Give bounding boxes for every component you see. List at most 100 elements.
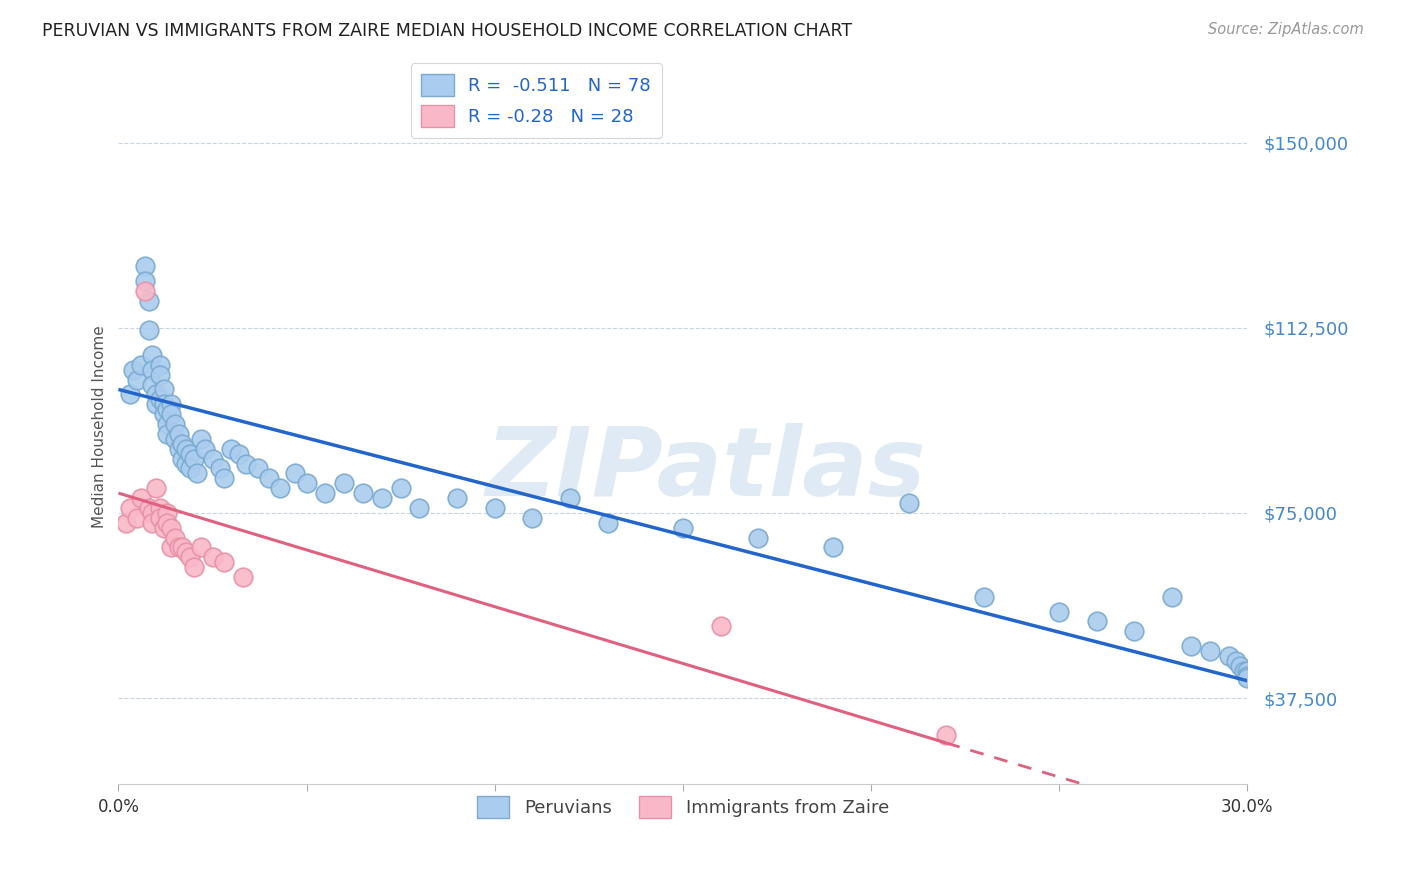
Point (156, 426, 179, 441)
Point (118, 387, 141, 401)
Point (152, 407, 174, 421)
Point (1236, 664, 1258, 678)
Point (201, 451, 224, 466)
Point (183, 451, 205, 466)
Point (127, 511, 149, 525)
Point (1229, 659, 1251, 673)
Point (1218, 648, 1240, 663)
Point (172, 541, 194, 555)
Legend: Peruvians, Immigrants from Zaire: Peruvians, Immigrants from Zaire (470, 789, 896, 825)
Point (212, 555, 235, 569)
Point (152, 397, 174, 411)
Point (190, 432, 212, 446)
Point (897, 496, 920, 510)
Point (129, 358, 152, 372)
Point (408, 500, 430, 515)
Point (152, 521, 174, 535)
Point (1236, 669, 1258, 683)
Point (163, 417, 186, 431)
Point (232, 570, 254, 584)
Point (127, 373, 149, 387)
Point (284, 467, 307, 481)
Point (179, 447, 201, 461)
Point (1085, 615, 1108, 629)
Point (167, 541, 190, 555)
Point (134, 274, 156, 288)
Point (152, 383, 174, 397)
Y-axis label: Median Household Income: Median Household Income (93, 325, 107, 528)
Point (118, 500, 141, 515)
Text: Source: ZipAtlas.com: Source: ZipAtlas.com (1208, 22, 1364, 37)
Point (160, 541, 183, 555)
Point (295, 476, 318, 491)
Point (201, 550, 224, 565)
Point (1161, 590, 1184, 604)
Point (172, 436, 194, 450)
Point (149, 358, 172, 372)
Point (174, 457, 197, 471)
Point (134, 284, 156, 298)
Point (156, 506, 179, 520)
Point (167, 426, 190, 441)
Point (228, 447, 250, 461)
Point (141, 348, 163, 362)
Point (747, 531, 769, 545)
Point (138, 293, 160, 308)
Text: ZIPatlas: ZIPatlas (485, 423, 925, 516)
Point (156, 417, 179, 431)
Point (145, 387, 167, 401)
Point (183, 560, 205, 574)
Point (1198, 644, 1220, 658)
Point (141, 516, 163, 530)
Point (145, 397, 167, 411)
Point (160, 397, 183, 411)
Point (1236, 671, 1258, 685)
Point (596, 516, 619, 530)
Point (221, 442, 243, 456)
Point (138, 323, 160, 337)
Point (1225, 654, 1247, 668)
Point (163, 432, 186, 446)
Point (352, 486, 374, 500)
Point (160, 407, 183, 421)
Point (209, 461, 232, 475)
Point (672, 521, 695, 535)
Point (179, 461, 201, 475)
Point (973, 590, 995, 604)
Point (314, 486, 336, 500)
Point (1047, 605, 1070, 619)
Point (141, 506, 163, 520)
Point (823, 541, 845, 555)
Point (129, 491, 152, 505)
Point (935, 728, 957, 742)
Text: PERUVIAN VS IMMIGRANTS FROM ZAIRE MEDIAN HOUSEHOLD INCOME CORRELATION CHART: PERUVIAN VS IMMIGRANTS FROM ZAIRE MEDIAN… (42, 22, 852, 40)
Point (709, 619, 731, 633)
Point (149, 392, 172, 407)
Point (1123, 624, 1146, 639)
Point (174, 442, 197, 456)
Point (194, 442, 217, 456)
Point (1180, 639, 1202, 653)
Point (246, 461, 269, 475)
Point (558, 491, 581, 505)
Point (149, 511, 172, 525)
Point (163, 531, 186, 545)
Point (156, 402, 179, 417)
Point (149, 500, 172, 515)
Point (174, 545, 197, 559)
Point (522, 511, 544, 525)
Point (167, 442, 190, 456)
Point (190, 541, 212, 555)
Point (333, 476, 356, 491)
Point (172, 451, 194, 466)
Point (389, 481, 412, 495)
Point (446, 491, 468, 505)
Point (484, 500, 506, 515)
Point (115, 516, 138, 530)
Point (149, 368, 172, 382)
Point (141, 362, 163, 376)
Point (212, 471, 235, 485)
Point (235, 457, 257, 471)
Point (186, 467, 208, 481)
Point (141, 377, 163, 392)
